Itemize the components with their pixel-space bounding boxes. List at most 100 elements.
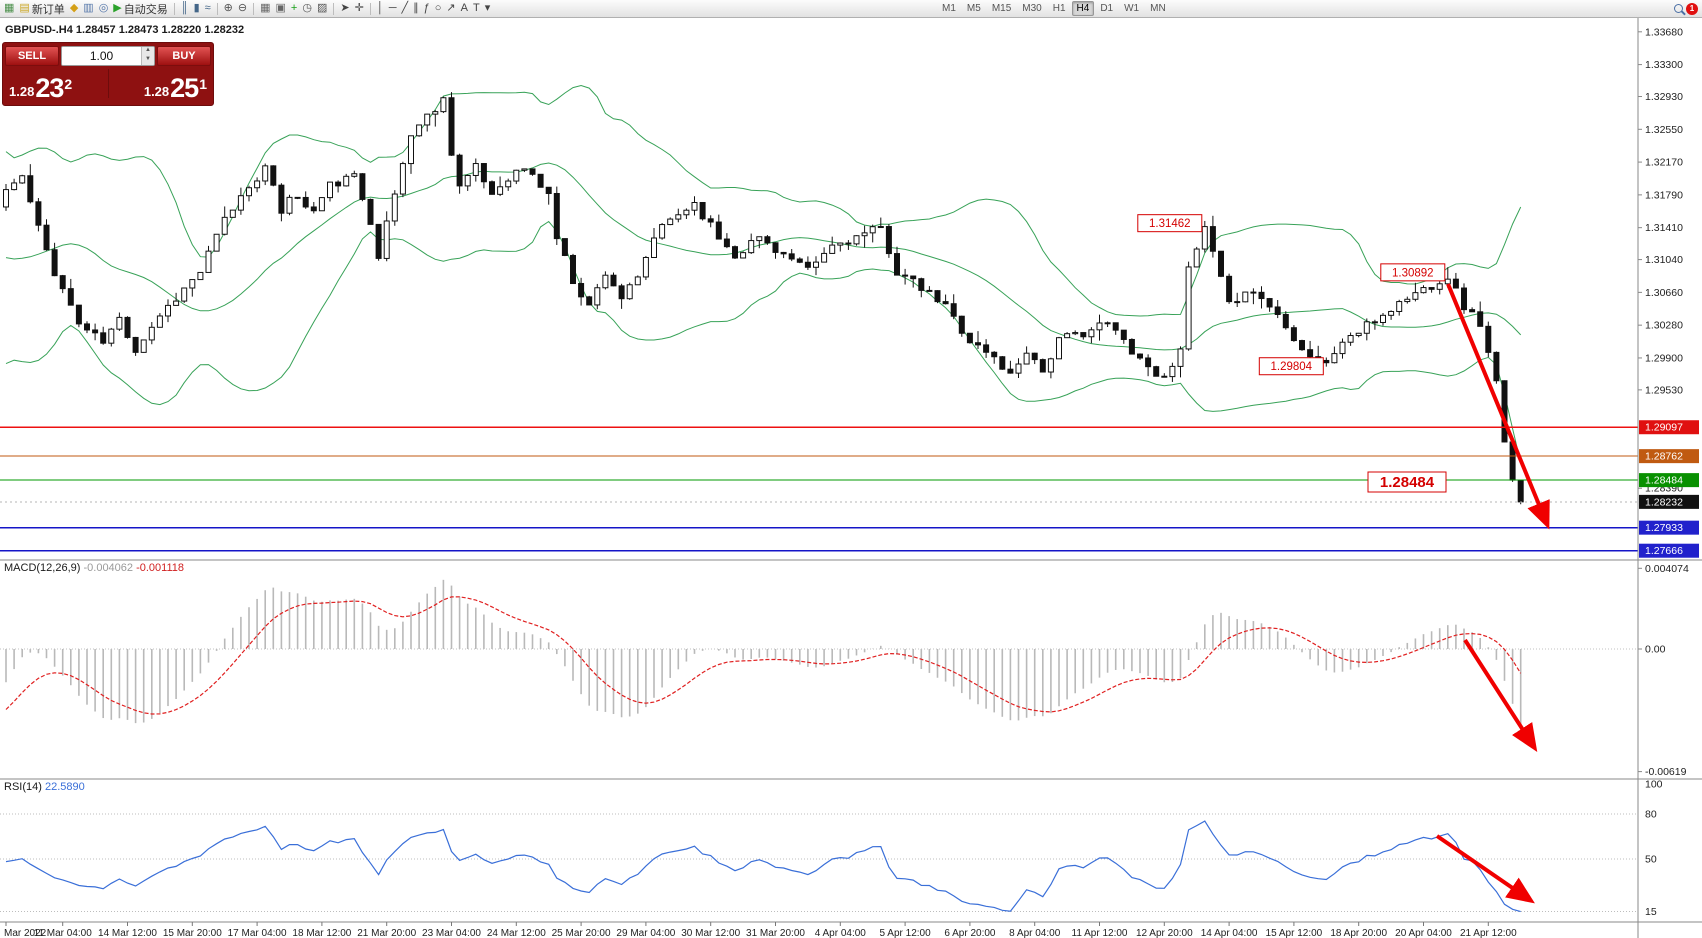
timeframe-w1-button[interactable]: W1 bbox=[1124, 3, 1140, 14]
buy-button[interactable]: BUY bbox=[157, 46, 211, 66]
vertical-line-icon: │ bbox=[376, 2, 384, 14]
svg-text:18 Apr 20:00: 18 Apr 20:00 bbox=[1330, 928, 1387, 938]
svg-text:1.31790: 1.31790 bbox=[1645, 189, 1683, 201]
timeframe-m30-button[interactable]: M30 bbox=[1022, 3, 1042, 14]
timeframe-m1-button[interactable]: M1 bbox=[942, 3, 956, 14]
sell-button[interactable]: SELL bbox=[5, 46, 59, 66]
trend-line-button[interactable]: ╱ bbox=[399, 1, 410, 16]
cursor-icon: ➤ bbox=[340, 2, 350, 14]
toolbar-left-group: ▦ ▤ 新订单 ◆ ▥ ◎ ▶ 自动交易 ║ ▮ ≈ ⊕ ⊖ ▦ ▣ + ◷ ▨ ➤ ✛ │ ─ ╱ ∥ ƒ ○ ↗ A T ▾ bbox=[2, 0, 492, 17]
sell-price[interactable]: 1.28 23 2 bbox=[9, 75, 104, 102]
svg-text:1.28484: 1.28484 bbox=[1380, 474, 1435, 491]
data-window-button[interactable]: ▥ bbox=[81, 1, 95, 16]
navigator-icon: ◎ bbox=[98, 2, 109, 14]
svg-text:0.004074: 0.004074 bbox=[1645, 563, 1689, 575]
shapes-button[interactable]: ○ bbox=[433, 1, 444, 16]
svg-text:0.00: 0.00 bbox=[1645, 644, 1666, 656]
period-presets-button[interactable]: ◷ bbox=[300, 1, 314, 16]
chart-candlesticks-button[interactable]: ▮ bbox=[192, 1, 202, 16]
cursor-button[interactable]: ➤ bbox=[338, 1, 351, 16]
svg-text:1.30660: 1.30660 bbox=[1645, 287, 1683, 299]
lot-input[interactable] bbox=[62, 47, 141, 65]
timeframe-m5-button[interactable]: M5 bbox=[966, 3, 981, 14]
crosshair-button[interactable]: ✛ bbox=[353, 1, 366, 16]
rsi-title: RSI(14) bbox=[4, 781, 42, 793]
svg-text:1.32170: 1.32170 bbox=[1645, 157, 1683, 169]
objects-dropdown-button[interactable]: ▾ bbox=[483, 1, 493, 16]
timeframe-m15-button[interactable]: M15 bbox=[991, 3, 1012, 14]
annotations[interactable]: 1.31462 1.30892 1.29804 1.28484 bbox=[1137, 214, 1447, 493]
text-label-button[interactable]: T bbox=[471, 1, 482, 16]
new-order-button[interactable]: ▤ 新订单 bbox=[17, 1, 66, 16]
quote-prices: 1.28 23 2 1.28 25 1 bbox=[5, 67, 211, 103]
sell-price-point: 2 bbox=[64, 76, 73, 92]
svg-text:23 Mar 04:00: 23 Mar 04:00 bbox=[422, 928, 481, 938]
indicators-list-button[interactable]: + bbox=[289, 1, 299, 16]
chart-line-button[interactable]: ≈ bbox=[203, 1, 213, 16]
chart-bars-button[interactable]: ║ bbox=[179, 1, 191, 16]
svg-text:20 Apr 04:00: 20 Apr 04:00 bbox=[1395, 928, 1452, 938]
auto-arrange-icon: ▣ bbox=[275, 2, 286, 14]
tile-windows-button[interactable]: ▦ bbox=[258, 1, 272, 16]
macd-signal-value: -0.001118 bbox=[136, 562, 185, 574]
svg-text:1.30280: 1.30280 bbox=[1645, 320, 1683, 332]
svg-text:1.29804: 1.29804 bbox=[1271, 361, 1313, 373]
svg-text:21 Mar 20:00: 21 Mar 20:00 bbox=[357, 928, 416, 938]
arrows-tool-button[interactable]: ↗ bbox=[444, 1, 457, 16]
toolbar-separator bbox=[333, 2, 335, 15]
notification-badge[interactable]: 1 bbox=[1686, 2, 1698, 15]
timeframe-h4-button[interactable]: H4 bbox=[1071, 1, 1095, 16]
svg-text:1.33680: 1.33680 bbox=[1645, 26, 1683, 38]
vertical-line-button[interactable]: │ bbox=[375, 1, 386, 16]
auto-arrange-button[interactable]: ▣ bbox=[274, 1, 288, 16]
timeframe-d1-button[interactable]: D1 bbox=[1100, 3, 1114, 14]
timeframe-mn-button[interactable]: MN bbox=[1150, 3, 1166, 14]
text-tool-icon: A bbox=[460, 2, 468, 14]
horizontal-lines[interactable] bbox=[0, 426, 1638, 552]
toolbar-separator bbox=[173, 2, 175, 15]
svg-text:1.29900: 1.29900 bbox=[1645, 352, 1683, 364]
search-button[interactable] bbox=[1672, 1, 1685, 16]
lot-size-field: ▲ ▼ bbox=[61, 46, 155, 66]
buy-price[interactable]: 1.28 25 1 bbox=[113, 73, 207, 103]
zoom-in-button[interactable]: ⊕ bbox=[222, 1, 235, 16]
new-chart-icon: ▦ bbox=[4, 2, 15, 14]
svg-text:1.31462: 1.31462 bbox=[1149, 218, 1191, 230]
autotrading-button[interactable]: ▶ 自动交易 bbox=[111, 1, 169, 16]
svg-text:1.28762: 1.28762 bbox=[1645, 451, 1683, 463]
lot-decrease-button[interactable]: ▼ bbox=[145, 56, 151, 62]
toolbar: ▦ ▤ 新订单 ◆ ▥ ◎ ▶ 自动交易 ║ ▮ ≈ ⊕ ⊖ ▦ ▣ + ◷ ▨ ➤ ✛ │ ─ ╱ ∥ ƒ ○ ↗ A T ▾ M1 M5… bbox=[0, 0, 1702, 18]
svg-text:29 Mar 04:00: 29 Mar 04:00 bbox=[616, 928, 675, 938]
price-axis: 1.33680 1.33300 1.32930 1.32550 1.32170 1.317… bbox=[1638, 26, 1699, 558]
equidistant-channel-icon: ∥ bbox=[413, 2, 419, 14]
timeframe-h1-button[interactable]: H1 bbox=[1052, 3, 1066, 14]
new-chart-button[interactable]: ▦ bbox=[2, 1, 16, 16]
svg-text:8 Apr 04:00: 8 Apr 04:00 bbox=[1009, 928, 1061, 938]
navigator-button[interactable]: ◎ bbox=[97, 1, 111, 16]
fibonacci-icon: ƒ bbox=[423, 2, 430, 14]
macd-title: MACD(12,26,9) bbox=[4, 562, 81, 574]
market-watch-button[interactable]: ◆ bbox=[68, 1, 80, 16]
text-tool-button[interactable]: A bbox=[459, 1, 470, 16]
bollinger-bands bbox=[5, 84, 1522, 463]
svg-text:80: 80 bbox=[1645, 809, 1657, 821]
period-presets-icon: ◷ bbox=[302, 2, 312, 14]
sell-price-figure: 1.28 bbox=[9, 84, 35, 99]
lot-increase-button[interactable]: ▲ bbox=[145, 47, 151, 53]
zoom-in-icon: ⊕ bbox=[223, 2, 233, 14]
trend-arrows[interactable] bbox=[1435, 283, 1550, 904]
equidistant-channel-button[interactable]: ∥ bbox=[411, 1, 421, 16]
buy-price-pips: 25 bbox=[170, 73, 199, 103]
svg-text:30 Mar 12:00: 30 Mar 12:00 bbox=[681, 928, 740, 938]
svg-text:Mar 2022: Mar 2022 bbox=[4, 928, 47, 938]
zoom-out-button[interactable]: ⊖ bbox=[236, 1, 249, 16]
text-label-icon: T bbox=[472, 2, 480, 14]
svg-text:50: 50 bbox=[1645, 854, 1657, 866]
panel-separators[interactable] bbox=[0, 18, 1702, 938]
svg-text:1.31040: 1.31040 bbox=[1645, 254, 1683, 266]
horizontal-line-button[interactable]: ─ bbox=[387, 1, 399, 16]
toolbar-right-group: 1 bbox=[1672, 0, 1698, 17]
templates-button[interactable]: ▨ bbox=[315, 1, 329, 16]
fibonacci-button[interactable]: ƒ bbox=[422, 1, 432, 16]
